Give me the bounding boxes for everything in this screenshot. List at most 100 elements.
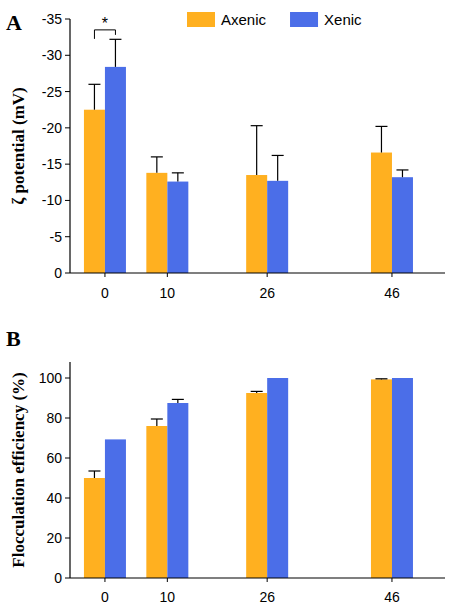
error-line xyxy=(156,157,157,173)
error-cap xyxy=(251,391,263,392)
error-line xyxy=(94,471,95,478)
error-bar xyxy=(375,378,387,380)
error-cap xyxy=(375,126,387,127)
error-bar xyxy=(88,84,100,109)
x-tick-label: 46 xyxy=(384,285,400,301)
y-tick xyxy=(65,55,70,56)
y-tick xyxy=(65,578,70,579)
error-line xyxy=(177,173,178,182)
bar xyxy=(167,182,188,273)
y-axis-title: ζ potential (mV) xyxy=(9,87,28,205)
y-tick-label: -15 xyxy=(42,156,62,172)
error-bar xyxy=(109,39,121,67)
panel-label: B xyxy=(6,326,21,351)
error-cap xyxy=(151,418,163,419)
legend-label: Axenic xyxy=(221,11,267,28)
bar xyxy=(84,110,105,273)
y-tick-label: -20 xyxy=(42,120,62,136)
x-tick-label: 10 xyxy=(160,285,176,301)
error-bar xyxy=(151,157,163,173)
legend-label: Xenic xyxy=(324,11,362,28)
y-tick-label: -10 xyxy=(42,192,62,208)
y-tick xyxy=(65,458,70,459)
error-cap xyxy=(151,156,163,157)
y-tick xyxy=(65,498,70,499)
x-tick xyxy=(104,578,105,582)
figure: Aζ potential (mV) 0 -5 -10 -15 -20 -25 -30 -35 0 1… xyxy=(0,0,461,615)
y-tick xyxy=(65,164,70,165)
y-tick xyxy=(65,127,70,128)
bar xyxy=(371,379,392,578)
y-tick xyxy=(65,273,70,274)
y-tick xyxy=(65,19,70,20)
y-axis xyxy=(69,362,70,578)
error-bar xyxy=(172,173,184,182)
y-tick xyxy=(65,236,70,237)
error-cap xyxy=(272,155,284,156)
x-tick-label: 26 xyxy=(259,285,275,301)
x-tick xyxy=(391,578,392,582)
bar xyxy=(246,175,267,273)
error-line xyxy=(94,84,95,109)
y-tick xyxy=(65,200,70,201)
panel-label: A xyxy=(6,10,22,35)
legend-swatch xyxy=(290,12,318,27)
y-tick-label: 20 xyxy=(46,530,62,546)
error-bar xyxy=(251,126,263,175)
bar xyxy=(167,403,188,578)
error-line xyxy=(115,39,116,67)
x-tick xyxy=(167,273,168,277)
y-tick-label: 0 xyxy=(54,570,62,586)
error-bar xyxy=(151,419,163,426)
y-tick xyxy=(65,418,70,419)
bar xyxy=(146,426,167,578)
y-tick-label: -30 xyxy=(42,47,62,63)
y-tick-label: 100 xyxy=(39,370,63,386)
y-tick-label: -25 xyxy=(42,84,62,100)
x-tick xyxy=(104,273,105,277)
error-bar xyxy=(88,471,100,478)
x-axis xyxy=(70,577,445,578)
error-bar xyxy=(172,399,184,403)
error-line xyxy=(381,126,382,152)
error-cap xyxy=(375,378,387,379)
plot-area xyxy=(84,378,413,578)
panel: Aζ potential (mV)0-5-10-15-20-25-30-3501… xyxy=(6,10,445,301)
y-tick-label: 0 xyxy=(54,265,62,281)
x-tick xyxy=(391,273,392,277)
error-cap xyxy=(88,470,100,471)
error-cap xyxy=(88,84,100,85)
error-line xyxy=(277,155,278,180)
bar xyxy=(371,153,392,273)
x-tick-label: 26 xyxy=(259,589,275,605)
error-bar xyxy=(272,155,284,180)
annotation: * xyxy=(102,15,108,32)
x-tick xyxy=(267,273,268,277)
x-tick-label: 10 xyxy=(160,589,176,605)
error-line xyxy=(256,126,257,175)
y-tick-label: 60 xyxy=(46,450,62,466)
error-cap xyxy=(109,39,121,40)
bar xyxy=(267,378,288,578)
bar xyxy=(105,439,126,578)
error-cap xyxy=(251,125,263,126)
y-tick xyxy=(65,91,70,92)
bar xyxy=(105,67,126,273)
bar xyxy=(246,393,267,578)
x-tick xyxy=(267,578,268,582)
y-axis-title: Flocculation efficiency (%) xyxy=(9,372,28,567)
error-cap xyxy=(172,172,184,173)
legend: Axenic Xenic xyxy=(187,11,362,28)
bar xyxy=(392,177,413,273)
x-tick-label: 0 xyxy=(101,589,109,605)
error-bar xyxy=(251,391,263,393)
error-cap xyxy=(172,399,184,400)
bar xyxy=(84,478,105,578)
error-line xyxy=(156,419,157,426)
bar xyxy=(392,378,413,578)
y-tick-label: -5 xyxy=(50,229,63,245)
bar xyxy=(267,181,288,273)
y-tick-label: -35 xyxy=(42,11,62,27)
legend-swatch xyxy=(187,12,215,27)
error-cap xyxy=(396,169,408,170)
